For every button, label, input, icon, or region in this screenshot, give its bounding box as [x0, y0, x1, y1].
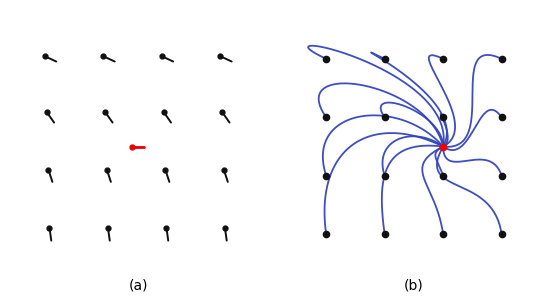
Text: (b): (b) — [404, 278, 424, 292]
Text: (a): (a) — [129, 278, 148, 292]
